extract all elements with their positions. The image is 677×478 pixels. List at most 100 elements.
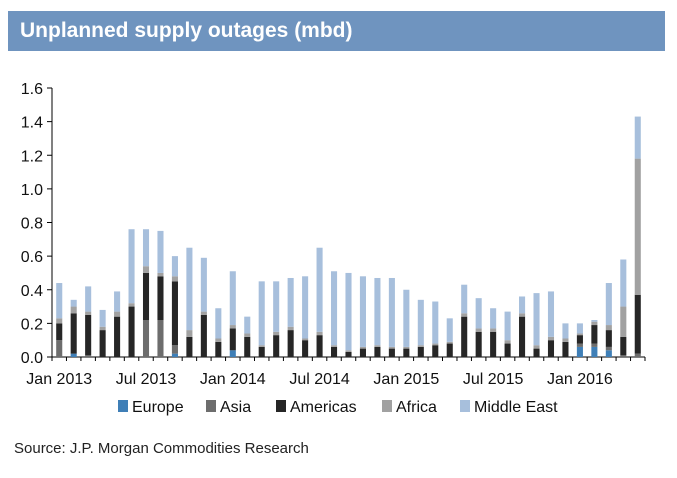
bar-segment-europe xyxy=(171,353,178,357)
bar-segment-africa xyxy=(547,336,555,341)
bar-segment-middle-east xyxy=(403,289,410,347)
bar-segment-middle-east xyxy=(157,230,164,273)
bar-segment-americas xyxy=(56,323,63,341)
bar-segment-middle-east xyxy=(634,116,641,159)
bar-segment-americas xyxy=(85,314,92,356)
legend-label: Africa xyxy=(396,399,437,416)
bar-segment-africa xyxy=(374,345,381,347)
bar-segment-americas xyxy=(128,306,135,357)
bar-segment-americas xyxy=(446,343,453,357)
x-tick-label: Jan 2016 xyxy=(547,371,613,388)
bar-segment-africa xyxy=(85,311,92,315)
bar-segment-middle-east xyxy=(576,323,583,334)
bar-segment-middle-east xyxy=(432,301,439,344)
bar-segment-middle-east xyxy=(316,247,323,332)
bar-segment-middle-east xyxy=(562,323,569,339)
bar-segment-middle-east xyxy=(302,276,309,339)
bar-segment-africa xyxy=(171,276,178,282)
bar-segment-africa xyxy=(157,272,164,277)
bar-segment-middle-east xyxy=(417,299,424,346)
bar-segment-africa xyxy=(576,333,583,336)
bar-segment-africa xyxy=(200,311,207,315)
bar-segment-middle-east xyxy=(475,298,482,329)
bar-segment-africa xyxy=(634,158,641,295)
bar-segment-europe xyxy=(605,350,612,357)
bar-segment-americas xyxy=(591,325,598,344)
bar-segment-middle-east xyxy=(388,277,395,347)
bar-segment-africa xyxy=(128,303,135,307)
bar-segment-middle-east xyxy=(200,257,207,312)
bar-segment-middle-east xyxy=(56,283,63,319)
bar-segment-africa xyxy=(99,326,106,331)
bar-segment-middle-east xyxy=(345,272,352,351)
bar-segment-middle-east xyxy=(215,308,222,339)
bar-segment-asia xyxy=(85,355,92,357)
bar-segment-middle-east xyxy=(490,308,497,329)
bar-segment-americas xyxy=(388,348,395,357)
bar-segment-africa xyxy=(533,345,540,349)
bar-segment-americas xyxy=(345,351,352,357)
bar-segment-africa xyxy=(229,325,236,329)
legend-swatch xyxy=(206,400,216,412)
legend-label: Asia xyxy=(220,399,251,416)
stacked-bar-chart: 0.0 0.2 0.4 0.6 0.8 1.0 1.2 1.4 1.6 Jan 2013 Jul 2… xyxy=(21,81,646,416)
bar-segment-africa xyxy=(330,345,338,347)
source-note: Source: J.P. Morgan Commodities Research xyxy=(14,440,309,457)
bar-segment-middle-east xyxy=(374,277,381,346)
bar-segment-americas xyxy=(273,335,280,357)
bar-segment-africa xyxy=(446,341,453,344)
bar-segment-middle-east xyxy=(114,291,121,312)
bar-segment-africa xyxy=(215,338,222,342)
chart-bars xyxy=(56,116,641,357)
bar-segment-africa xyxy=(620,306,627,337)
bar-segment-americas xyxy=(461,316,468,357)
x-tick-label: Jan 2015 xyxy=(373,371,439,388)
bar-segment-middle-east xyxy=(70,299,77,307)
bar-segment-africa xyxy=(388,346,395,349)
bar-segment-americas xyxy=(200,314,207,357)
bar-segment-europe xyxy=(70,353,77,357)
bar-segment-africa xyxy=(359,346,367,349)
bar-segment-africa xyxy=(258,345,265,347)
bar-segment-asia xyxy=(157,320,164,357)
bar-segment-americas xyxy=(114,316,121,357)
legend-swatch xyxy=(382,400,392,412)
bar-segment-africa xyxy=(605,325,612,331)
bar-segment-africa xyxy=(244,333,251,337)
bar-segment-middle-east xyxy=(330,271,338,346)
bar-segment-africa xyxy=(403,346,410,349)
bar-segment-africa xyxy=(302,338,309,341)
y-tick-label: 0.8 xyxy=(21,216,43,233)
bar-segment-africa xyxy=(461,313,468,317)
y-tick-label: 1.6 xyxy=(21,81,43,98)
x-tick-label: Jul 2014 xyxy=(289,371,350,388)
bar-segment-asia xyxy=(591,343,598,347)
bar-segment-americas xyxy=(330,346,338,357)
y-tick-label: 0.2 xyxy=(21,316,43,333)
y-tick-label: 1.2 xyxy=(21,148,43,165)
bar-segment-asia xyxy=(576,343,583,347)
bar-segment-americas xyxy=(171,281,178,346)
bar-segment-middle-east xyxy=(605,283,612,326)
bar-segment-middle-east xyxy=(620,259,627,307)
bar-segment-asia xyxy=(56,340,63,357)
bar-segment-americas xyxy=(99,330,106,357)
legend-swatch xyxy=(460,400,470,412)
bar-segment-americas xyxy=(258,346,265,357)
bar-segment-americas xyxy=(605,330,612,347)
chart-title-bar: Unplanned supply outages (mbd) xyxy=(8,11,665,51)
bar-segment-europe xyxy=(576,346,583,357)
bar-segment-americas xyxy=(229,328,236,351)
y-tick-label: 1.0 xyxy=(21,182,43,199)
bar-segment-asia xyxy=(142,320,150,357)
bar-segment-europe xyxy=(229,350,236,357)
bar-segment-americas xyxy=(634,294,641,354)
bar-segment-americas xyxy=(504,343,511,357)
bar-segment-africa xyxy=(562,338,569,342)
bar-segment-americas xyxy=(316,335,323,357)
bar-segment-middle-east xyxy=(273,281,280,332)
bar-segment-africa xyxy=(56,318,63,324)
legend-swatch xyxy=(276,400,286,412)
x-tick-label: Jan 2013 xyxy=(26,371,92,388)
bar-segment-americas xyxy=(432,345,439,357)
